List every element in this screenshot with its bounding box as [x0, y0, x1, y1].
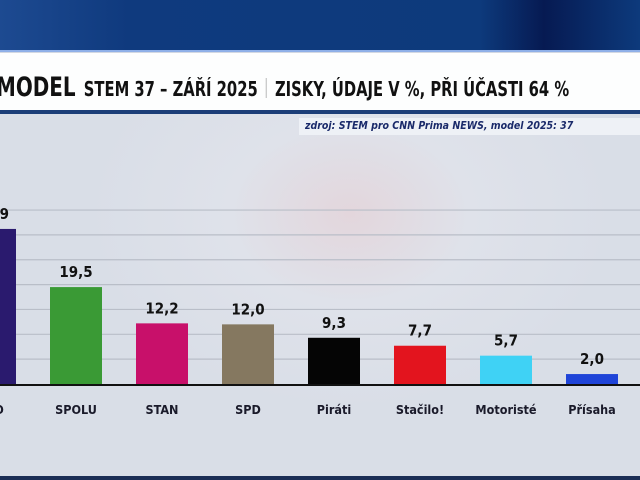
- category-label: Piráti: [317, 402, 351, 417]
- bottom-strip: [0, 476, 640, 480]
- bar-piráti: [308, 337, 360, 384]
- data-label: 12,0: [231, 300, 264, 318]
- bar-ano: [0, 228, 16, 384]
- bar-motoristé: [480, 355, 532, 384]
- category-label: SPOLU: [55, 402, 97, 417]
- data-label: 9: [0, 205, 9, 223]
- top-background-band: [0, 0, 640, 52]
- category-label: SPD: [235, 402, 261, 417]
- category-label: STAN: [146, 402, 179, 417]
- data-label: 19,5: [59, 263, 92, 281]
- category-label: Přísaha: [568, 402, 616, 417]
- data-label: 2,0: [580, 350, 604, 368]
- header-rule: [0, 110, 640, 114]
- data-label: 9,3: [322, 314, 346, 332]
- bar-stačilo!: [394, 345, 446, 384]
- chart-area: [0, 114, 640, 476]
- data-label: 5,7: [494, 332, 518, 350]
- header-panel: [0, 53, 640, 110]
- data-label: 12,2: [145, 299, 178, 317]
- category-label: Stačilo!: [396, 402, 444, 417]
- bar-přísaha: [566, 374, 618, 384]
- title-main: MODEL: [0, 72, 76, 103]
- source-note: zdroj: STEM pro CNN Prima NEWS, model 20…: [299, 118, 640, 135]
- category-label: Motoristé: [475, 402, 536, 417]
- title-detail: ZISKY, ÚDAJE V %, PŘI ÚČASTI 64 %: [274, 77, 570, 101]
- category-label: ANO: [0, 402, 4, 417]
- data-label: 7,7: [408, 322, 432, 340]
- bar-spd: [222, 324, 274, 384]
- bar-spolu: [50, 287, 102, 384]
- bar-stan: [136, 323, 188, 384]
- chart-title: MODEL STEM 37 – ZÁŘÍ 2025 ZISKY, ÚDAJE V %…: [0, 72, 569, 103]
- title-sub: STEM 37 – ZÁŘÍ 2025: [83, 77, 258, 101]
- title-separator: [265, 78, 267, 98]
